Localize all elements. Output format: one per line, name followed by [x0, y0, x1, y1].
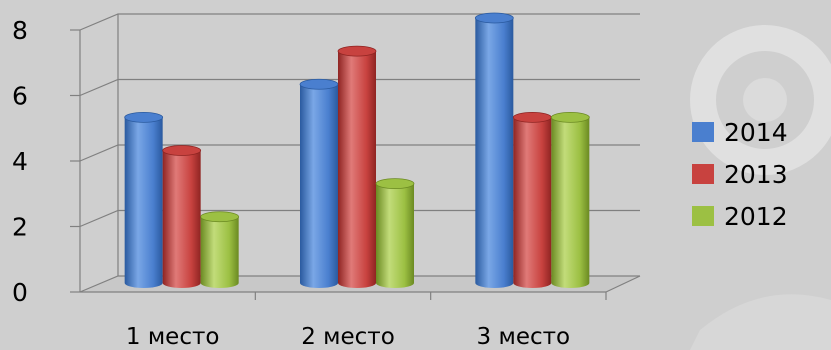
legend-swatch [692, 206, 714, 226]
bar-2013-2 [337, 45, 377, 288]
legend-item-2012: 2012 [692, 202, 788, 231]
legend-label: 2013 [724, 160, 788, 189]
x-tick-label: 2 место [301, 324, 395, 350]
bar-2012-2 [375, 178, 415, 288]
bars [124, 12, 590, 288]
gridline-4 [79, 13, 640, 31]
legend-item-2013: 2013 [692, 160, 788, 189]
bar-2013-3 [512, 111, 552, 288]
legend-item-2014: 2014 [692, 118, 788, 147]
bar-2014-2 [299, 78, 339, 288]
legend: 2014 2013 2012 [692, 118, 788, 231]
y-tick-label: 2 [12, 213, 28, 242]
axes [79, 14, 641, 300]
y-tick-label: 8 [12, 16, 28, 45]
bar-2013-1 [162, 145, 202, 288]
bar-2012-3 [550, 111, 590, 288]
legend-swatch [692, 122, 714, 142]
bar-2014-3 [474, 12, 514, 288]
bar-2014-1 [124, 111, 164, 288]
legend-label: 2012 [724, 202, 788, 231]
y-axis-ticks: 0 2 4 6 8 [12, 16, 80, 307]
legend-swatch [692, 164, 714, 184]
legend-label: 2014 [724, 118, 788, 147]
y-tick-label: 4 [12, 147, 28, 176]
background-decoration [690, 25, 831, 350]
y-tick-label: 6 [12, 82, 28, 111]
bar-2012-1 [200, 211, 240, 288]
x-tick-label: 1 место [126, 324, 220, 350]
x-axis-labels: 1 место 2 место 3 место [126, 324, 570, 350]
x-tick-label: 3 место [477, 324, 571, 350]
y-tick-label: 0 [12, 278, 28, 307]
